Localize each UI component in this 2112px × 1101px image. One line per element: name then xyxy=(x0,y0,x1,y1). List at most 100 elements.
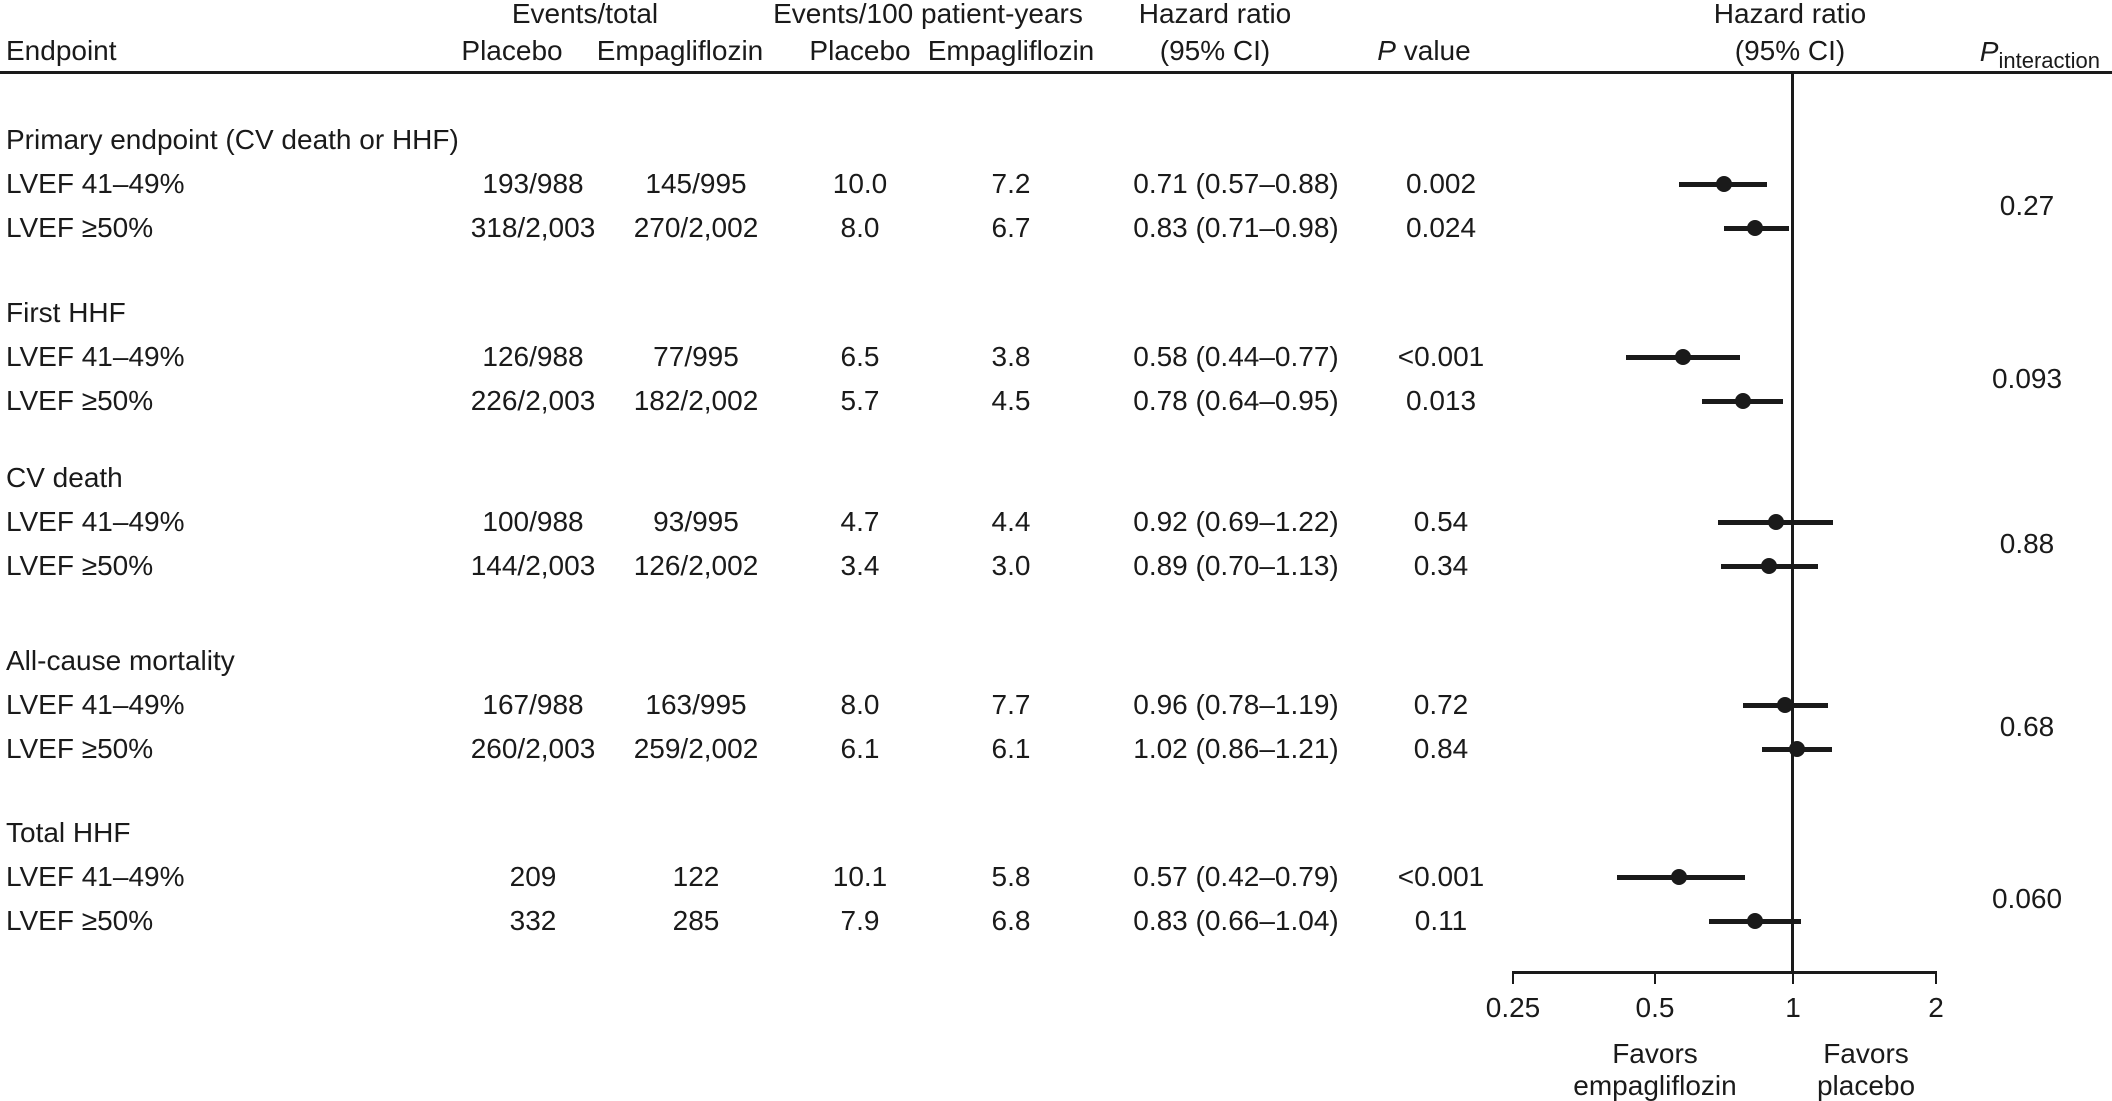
row-cell-hr-text: 0.58 (0.44–0.77) xyxy=(1133,341,1339,372)
row-cell-events-total-placebo: 209 xyxy=(509,861,557,892)
row-cell-p-value: 0.72 xyxy=(1413,689,1469,720)
row-cell-events-total-placebo: 193/988 xyxy=(482,168,584,199)
events-total-empagliflozin-header: Empagliflozin xyxy=(596,35,764,66)
row-cell-p-value: <0.001 xyxy=(1397,861,1485,892)
row-cell-events-total-empagliflozin: 182/2,002 xyxy=(633,385,759,416)
row-endpoint-label: LVEF 41–49% xyxy=(6,506,185,537)
row-cell-hr-text: 0.83 (0.71–0.98) xyxy=(1133,212,1339,243)
hr-column-header-line2: (95% CI) xyxy=(1159,35,1271,66)
x-axis-label-2: 2 xyxy=(1928,992,1944,1023)
row-cell-hr-text: 1.02 (0.86–1.21) xyxy=(1133,733,1339,764)
row-cell-events-total-empagliflozin: 163/995 xyxy=(645,689,747,720)
row-cell-events-total-empagliflozin: 270/2,002 xyxy=(633,212,759,243)
row-cell-events-total-empagliflozin: 145/995 xyxy=(645,168,747,199)
row-cell-rate-placebo: 8.0 xyxy=(840,212,880,243)
row-cell-events-total-placebo: 260/2,003 xyxy=(470,733,596,764)
row-cell-events-total-empagliflozin: 93/995 xyxy=(653,506,739,537)
favors-empagliflozin-label: Favors empagliflozin xyxy=(1573,1038,1737,1101)
row-cell-events-total-placebo: 318/2,003 xyxy=(470,212,596,243)
row-cell-rate-empagliflozin: 7.7 xyxy=(991,689,1031,720)
rate-placebo-header: Placebo xyxy=(809,35,911,66)
hr-point-estimate xyxy=(1674,349,1691,365)
row-cell-hr-text: 0.92 (0.69–1.22) xyxy=(1133,506,1339,537)
x-axis-tick-05 xyxy=(1654,971,1656,984)
row-cell-p-value: 0.024 xyxy=(1405,212,1477,243)
row-cell-p-value: 0.34 xyxy=(1413,550,1469,581)
row-cell-events-total-empagliflozin: 122 xyxy=(672,861,720,892)
row-cell-rate-empagliflozin: 4.4 xyxy=(991,506,1031,537)
row-endpoint-label: LVEF ≥50% xyxy=(6,212,154,243)
hr-point-estimate xyxy=(1670,869,1687,885)
section-title: All-cause mortality xyxy=(6,645,235,676)
x-axis-label-05: 0.5 xyxy=(1635,992,1675,1023)
row-cell-p-value: 0.013 xyxy=(1405,385,1477,416)
p-interaction-column-header: Pinteraction xyxy=(1980,36,2100,74)
row-cell-rate-empagliflozin: 4.5 xyxy=(991,385,1031,416)
x-axis-tick-025 xyxy=(1512,971,1514,984)
row-cell-p-value: <0.001 xyxy=(1397,341,1485,372)
row-cell-rate-placebo: 7.9 xyxy=(840,905,880,936)
p-value-column-header: P value xyxy=(1377,35,1470,67)
row-cell-rate-placebo: 10.0 xyxy=(832,168,888,199)
row-cell-hr-text: 0.89 (0.70–1.13) xyxy=(1133,550,1339,581)
plot-title-line1: Hazard ratio xyxy=(1713,0,1867,29)
p-interaction-italic-p: P xyxy=(1979,36,1999,68)
section-title: CV death xyxy=(6,462,123,493)
row-cell-rate-placebo: 10.1 xyxy=(832,861,888,892)
row-cell-hr-text: 0.78 (0.64–0.95) xyxy=(1133,385,1339,416)
row-endpoint-label: LVEF ≥50% xyxy=(6,733,154,764)
p-interaction-value: 0.88 xyxy=(1999,528,2055,559)
events-total-placebo-header: Placebo xyxy=(461,35,563,66)
row-cell-events-total-placebo: 332 xyxy=(509,905,557,936)
row-cell-events-total-placebo: 226/2,003 xyxy=(470,385,596,416)
row-cell-rate-placebo: 8.0 xyxy=(840,689,880,720)
row-cell-p-value: 0.54 xyxy=(1413,506,1469,537)
row-cell-events-total-placebo: 144/2,003 xyxy=(470,550,596,581)
row-cell-events-total-empagliflozin: 285 xyxy=(672,905,720,936)
row-cell-hr-text: 0.96 (0.78–1.19) xyxy=(1133,689,1339,720)
row-endpoint-label: LVEF 41–49% xyxy=(6,689,185,720)
row-endpoint-label: LVEF 41–49% xyxy=(6,341,185,372)
row-endpoint-label: LVEF ≥50% xyxy=(6,385,154,416)
row-cell-rate-empagliflozin: 6.7 xyxy=(991,212,1031,243)
row-cell-hr-text: 0.57 (0.42–0.79) xyxy=(1133,861,1339,892)
row-endpoint-label: LVEF ≥50% xyxy=(6,550,154,581)
row-endpoint-label: LVEF 41–49% xyxy=(6,861,185,892)
endpoint-column-header: Endpoint xyxy=(6,35,117,66)
x-axis-label-1: 1 xyxy=(1785,992,1801,1023)
hr-column-header-line1: Hazard ratio xyxy=(1138,0,1292,29)
p-interaction-value: 0.68 xyxy=(1999,711,2055,742)
events-rate-group-header: Events/100 patient-years xyxy=(773,0,1083,29)
row-cell-rate-empagliflozin: 7.2 xyxy=(991,168,1031,199)
hr-point-estimate xyxy=(1715,176,1732,192)
row-cell-rate-empagliflozin: 6.1 xyxy=(991,733,1031,764)
row-cell-rate-empagliflozin: 3.8 xyxy=(991,341,1031,372)
rate-empagliflozin-header: Empagliflozin xyxy=(927,35,1095,66)
x-axis-label-025: 0.25 xyxy=(1485,992,1541,1023)
events-total-group-header: Events/total xyxy=(511,0,659,29)
p-value-italic-p: P xyxy=(1377,35,1396,66)
row-cell-events-total-placebo: 126/988 xyxy=(482,341,584,372)
hr-point-estimate xyxy=(1768,514,1785,530)
x-axis-line xyxy=(1513,971,1937,974)
row-cell-rate-placebo: 5.7 xyxy=(840,385,880,416)
hr-point-estimate xyxy=(1734,393,1751,409)
section-title: First HHF xyxy=(6,297,126,328)
row-cell-rate-placebo: 6.5 xyxy=(840,341,880,372)
plot-title-line2: (95% CI) xyxy=(1734,35,1846,66)
row-cell-p-value: 0.11 xyxy=(1414,905,1468,936)
favors-placebo-label: Favors placebo xyxy=(1816,1038,1916,1101)
p-interaction-value: 0.27 xyxy=(1999,190,2055,221)
hr-point-estimate xyxy=(1789,741,1805,757)
row-cell-events-total-placebo: 167/988 xyxy=(482,689,584,720)
row-cell-events-total-empagliflozin: 126/2,002 xyxy=(633,550,759,581)
row-cell-hr-text: 0.71 (0.57–0.88) xyxy=(1133,168,1339,199)
p-interaction-value: 0.060 xyxy=(1991,883,2063,914)
row-cell-p-value: 0.002 xyxy=(1405,168,1477,199)
row-endpoint-label: LVEF 41–49% xyxy=(6,168,185,199)
hr-point-estimate xyxy=(1761,558,1778,574)
row-cell-rate-placebo: 3.4 xyxy=(840,550,880,581)
p-value-rest: value xyxy=(1395,35,1471,66)
x-axis-tick-2 xyxy=(1935,971,1937,984)
